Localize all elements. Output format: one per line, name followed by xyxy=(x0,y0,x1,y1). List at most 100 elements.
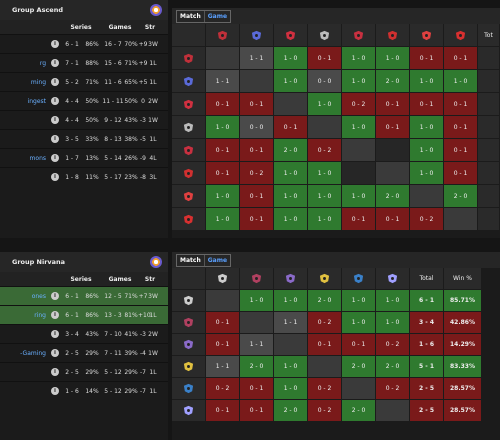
matchup-cell[interactable]: 0 - 1 xyxy=(206,162,239,184)
standings-row[interactable]: ones i 6 - 1 86% 12 - 5 71% +7 3W xyxy=(0,286,168,305)
matchup-cell[interactable]: 1 - 0 xyxy=(444,70,477,92)
matchup-cell[interactable]: 0 - 1 xyxy=(410,47,443,69)
info-icon[interactable]: i xyxy=(51,311,59,319)
team-name[interactable]: mons xyxy=(29,154,46,162)
matchup-cell[interactable]: 1 - 0 xyxy=(342,70,375,92)
matchup-cell[interactable]: 1 - 0 xyxy=(342,47,375,69)
star-icon[interactable] xyxy=(172,312,205,333)
matchup-cell[interactable]: 1 - 0 xyxy=(274,47,307,69)
matchup-cell[interactable]: 0 - 1 xyxy=(240,378,273,399)
matchup-cell[interactable]: 1 - 0 xyxy=(206,185,239,207)
standings-row[interactable]: ring i 6 - 1 86% 13 - 3 81% +10 1L xyxy=(0,305,168,324)
matchup-cell[interactable]: 1 - 0 xyxy=(240,290,273,311)
tab-match[interactable]: Match xyxy=(180,256,201,264)
matchup-cell[interactable]: 1 - 0 xyxy=(274,356,307,377)
matchup-cell[interactable]: 0 - 2 xyxy=(342,93,375,115)
matchup-cell[interactable]: 0 - 2 xyxy=(376,378,409,399)
matchup-cell[interactable]: 0 - 1 xyxy=(206,400,239,421)
standings-row[interactable]: ming i 5 - 2 71% 11 - 6 65% +5 1L xyxy=(0,72,168,91)
info-icon[interactable]: i xyxy=(51,330,59,338)
swirl-icon[interactable] xyxy=(172,378,205,399)
matchup-cell[interactable]: 0 - 1 xyxy=(206,93,239,115)
standings-row[interactable]: i 3 - 4 43% 7 - 10 41% -3 2W xyxy=(0,324,168,343)
matchup-cell[interactable]: 1 - 0 xyxy=(274,378,307,399)
standings-row[interactable]: i 6 - 1 86% 16 - 7 70% +9 3W xyxy=(0,34,168,53)
team-name[interactable]: ming xyxy=(30,78,46,86)
matchup-cell[interactable]: 0 - 1 xyxy=(444,47,477,69)
standings-row[interactable]: i 1 - 8 11% 5 - 17 23% -8 3L xyxy=(0,167,168,186)
matchup-cell[interactable]: 1 - 1 xyxy=(206,70,239,92)
standings-row[interactable]: i 4 - 4 50% 9 - 12 43% -3 1W xyxy=(0,110,168,129)
matchup-cell[interactable]: 0 - 1 xyxy=(240,93,273,115)
matchup-cell[interactable]: 2 - 0 xyxy=(274,139,307,161)
matchup-cell[interactable]: 1 - 0 xyxy=(376,47,409,69)
matchup-cell[interactable]: 1 - 0 xyxy=(342,312,375,333)
info-icon[interactable]: i xyxy=(51,78,59,86)
standings-row[interactable]: mons i 1 - 7 13% 5 - 14 26% -9 4L xyxy=(0,148,168,167)
matchup-cell[interactable]: 0 - 2 xyxy=(376,334,409,355)
matchup-cell[interactable]: 0 - 1 xyxy=(240,208,273,230)
matchup-cell[interactable]: 1 - 0 xyxy=(410,162,443,184)
matchup-cell[interactable]: 1 - 0 xyxy=(308,162,341,184)
info-icon[interactable]: i xyxy=(51,387,59,395)
matchup-cell[interactable]: 0 - 1 xyxy=(240,139,273,161)
info-icon[interactable]: i xyxy=(51,173,59,181)
matchup-cell[interactable]: 1 - 1 xyxy=(240,47,273,69)
matchup-cell[interactable]: 0 - 1 xyxy=(342,208,375,230)
matchup-cell[interactable]: 1 - 0 xyxy=(342,185,375,207)
matchup-cell[interactable]: 1 - 0 xyxy=(206,116,239,138)
diamond-icon[interactable] xyxy=(172,400,205,421)
matchup-cell[interactable]: 1 - 0 xyxy=(410,70,443,92)
matchup-cell[interactable]: 0 - 1 xyxy=(444,93,477,115)
info-icon[interactable]: i xyxy=(51,349,59,357)
matchup-cell[interactable]: 1 - 0 xyxy=(274,162,307,184)
tab-game[interactable]: Game xyxy=(203,254,230,266)
matchup-cell[interactable]: 1 - 1 xyxy=(206,356,239,377)
matchup-cell[interactable]: 1 - 0 xyxy=(274,185,307,207)
matchup-cell[interactable]: 0 - 1 xyxy=(206,139,239,161)
matchup-cell[interactable]: 0 - 1 xyxy=(206,312,239,333)
matchup-cell[interactable]: 0 - 1 xyxy=(342,334,375,355)
matchup-cell[interactable]: 1 - 1 xyxy=(240,334,273,355)
team-name[interactable]: rg xyxy=(39,59,46,67)
matchup-cell[interactable]: 0 - 1 xyxy=(410,93,443,115)
matchup-cell[interactable]: 1 - 0 xyxy=(410,116,443,138)
matchup-cell[interactable]: 0 - 1 xyxy=(444,162,477,184)
jdg-icon[interactable] xyxy=(172,93,205,115)
matchup-cell[interactable]: 1 - 0 xyxy=(308,208,341,230)
matchup-cell[interactable]: 1 - 0 xyxy=(274,290,307,311)
team-name[interactable]: ingest xyxy=(27,97,46,105)
matchup-cell[interactable]: 0 - 2 xyxy=(308,312,341,333)
matchup-cell[interactable]: 0 - 1 xyxy=(444,116,477,138)
info-icon[interactable]: i xyxy=(51,292,59,300)
matchup-cell[interactable]: 2 - 0 xyxy=(342,356,375,377)
matchup-cell[interactable]: 0 - 1 xyxy=(444,139,477,161)
matchup-cell[interactable]: 0 - 2 xyxy=(240,162,273,184)
tab-game[interactable]: Game xyxy=(203,10,230,22)
matchup-cell[interactable]: 1 - 1 xyxy=(274,312,307,333)
matchup-cell[interactable]: 0 - 1 xyxy=(376,116,409,138)
standings-row[interactable]: i 3 - 5 33% 8 - 13 38% -5 1L xyxy=(0,129,168,148)
matchup-cell[interactable]: 2 - 0 xyxy=(376,356,409,377)
info-icon[interactable]: i xyxy=(51,368,59,376)
info-icon[interactable]: i xyxy=(51,59,59,67)
edg-icon[interactable] xyxy=(172,70,205,92)
matchup-cell[interactable]: 2 - 0 xyxy=(274,400,307,421)
info-icon[interactable]: i xyxy=(51,40,59,48)
matchup-cell[interactable]: 1 - 0 xyxy=(308,185,341,207)
matchup-cell[interactable]: 1 - 0 xyxy=(274,208,307,230)
matchup-cell[interactable]: 1 - 0 xyxy=(376,312,409,333)
standings-row[interactable]: -Gaming i 2 - 5 29% 7 - 11 39% -4 1W xyxy=(0,343,168,362)
matchup-cell[interactable]: 2 - 0 xyxy=(342,400,375,421)
matchup-cell[interactable]: 2 - 0 xyxy=(308,290,341,311)
tab-match[interactable]: Match xyxy=(180,12,201,20)
mask-icon[interactable] xyxy=(172,334,205,355)
standings-row[interactable]: i 1 - 6 14% 5 - 12 29% -7 1L xyxy=(0,381,168,400)
matchup-cell[interactable]: 1 - 0 xyxy=(376,290,409,311)
drop-icon[interactable] xyxy=(172,185,205,207)
matchup-cell[interactable]: 0 - 2 xyxy=(308,378,341,399)
info-icon[interactable]: i xyxy=(51,97,59,105)
badge-icon[interactable] xyxy=(172,290,205,311)
tiger-icon[interactable] xyxy=(172,356,205,377)
matchup-cell[interactable]: 1 - 0 xyxy=(410,139,443,161)
